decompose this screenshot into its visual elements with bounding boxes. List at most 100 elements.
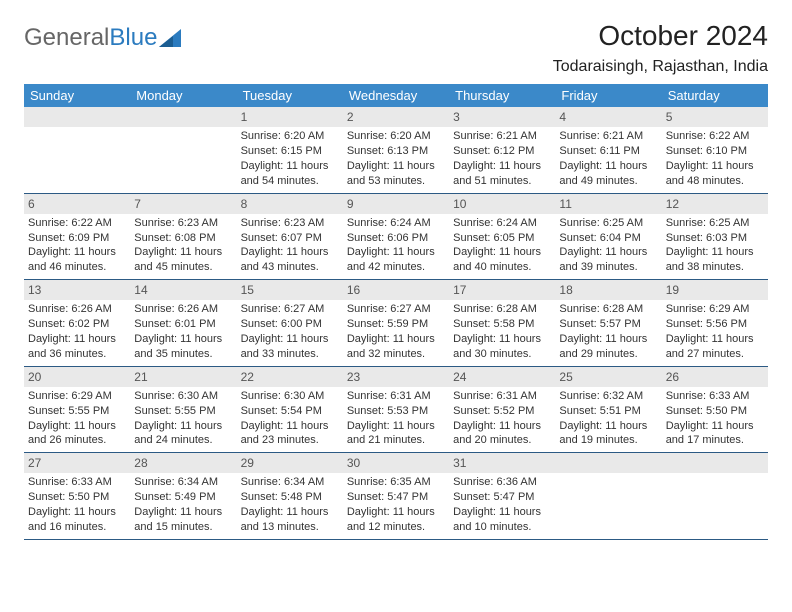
logo-triangle-icon — [159, 29, 181, 47]
cell-text-line: Sunset: 6:10 PM — [666, 144, 764, 159]
cell-text-line: Sunrise: 6:21 AM — [453, 129, 551, 144]
cell-text-line: Sunset: 6:12 PM — [453, 144, 551, 159]
day-number — [130, 107, 236, 127]
day-header: Thursday — [449, 84, 555, 107]
calendar-cell — [130, 107, 236, 193]
day-header-row: SundayMondayTuesdayWednesdayThursdayFrid… — [24, 84, 768, 107]
day-number: 23 — [343, 367, 449, 387]
calendar-cell: 7Sunrise: 6:23 AMSunset: 6:08 PMDaylight… — [130, 193, 236, 280]
calendar-cell — [662, 453, 768, 540]
calendar-cell: 18Sunrise: 6:28 AMSunset: 5:57 PMDayligh… — [555, 280, 661, 367]
cell-text-line: Daylight: 11 hours and 46 minutes. — [28, 245, 126, 275]
cell-text-line: Daylight: 11 hours and 12 minutes. — [347, 505, 445, 535]
day-number: 13 — [24, 280, 130, 300]
cell-text-line: Sunrise: 6:32 AM — [559, 389, 657, 404]
cell-text-line: Sunrise: 6:30 AM — [134, 389, 232, 404]
day-number: 26 — [662, 367, 768, 387]
day-number: 16 — [343, 280, 449, 300]
cell-text-line: Sunset: 6:04 PM — [559, 231, 657, 246]
calendar-table: SundayMondayTuesdayWednesdayThursdayFrid… — [24, 84, 768, 540]
calendar-week-row: 6Sunrise: 6:22 AMSunset: 6:09 PMDaylight… — [24, 193, 768, 280]
cell-text-line: Sunrise: 6:24 AM — [453, 216, 551, 231]
cell-text-line: Sunset: 5:59 PM — [347, 317, 445, 332]
cell-text-line: Sunset: 5:47 PM — [453, 490, 551, 505]
day-number: 22 — [237, 367, 343, 387]
cell-text-line: Daylight: 11 hours and 10 minutes. — [453, 505, 551, 535]
calendar-cell: 20Sunrise: 6:29 AMSunset: 5:55 PMDayligh… — [24, 366, 130, 453]
cell-text-line: Sunrise: 6:27 AM — [347, 302, 445, 317]
day-number: 19 — [662, 280, 768, 300]
cell-text-line: Sunset: 5:49 PM — [134, 490, 232, 505]
cell-text-line: Sunset: 6:00 PM — [241, 317, 339, 332]
calendar-cell: 21Sunrise: 6:30 AMSunset: 5:55 PMDayligh… — [130, 366, 236, 453]
day-number: 7 — [130, 194, 236, 214]
location-row: Todaraisingh, Rajasthan, India — [24, 54, 768, 84]
calendar-cell: 6Sunrise: 6:22 AMSunset: 6:09 PMDaylight… — [24, 193, 130, 280]
day-number: 17 — [449, 280, 555, 300]
day-number: 18 — [555, 280, 661, 300]
day-number: 20 — [24, 367, 130, 387]
day-number: 3 — [449, 107, 555, 127]
day-number: 4 — [555, 107, 661, 127]
calendar-head: SundayMondayTuesdayWednesdayThursdayFrid… — [24, 84, 768, 107]
cell-text-line: Daylight: 11 hours and 36 minutes. — [28, 332, 126, 362]
day-header: Wednesday — [343, 84, 449, 107]
cell-text-line: Sunset: 5:50 PM — [666, 404, 764, 419]
cell-text-line: Sunset: 5:55 PM — [134, 404, 232, 419]
day-number: 28 — [130, 453, 236, 473]
cell-text-line: Sunset: 5:47 PM — [347, 490, 445, 505]
day-header: Saturday — [662, 84, 768, 107]
calendar-cell: 11Sunrise: 6:25 AMSunset: 6:04 PMDayligh… — [555, 193, 661, 280]
calendar-cell: 29Sunrise: 6:34 AMSunset: 5:48 PMDayligh… — [237, 453, 343, 540]
cell-text-line: Sunset: 6:08 PM — [134, 231, 232, 246]
day-number: 2 — [343, 107, 449, 127]
cell-text-line: Daylight: 11 hours and 15 minutes. — [134, 505, 232, 535]
calendar-cell: 1Sunrise: 6:20 AMSunset: 6:15 PMDaylight… — [237, 107, 343, 193]
cell-text-line: Sunset: 6:09 PM — [28, 231, 126, 246]
cell-text-line: Daylight: 11 hours and 30 minutes. — [453, 332, 551, 362]
cell-text-line: Daylight: 11 hours and 20 minutes. — [453, 419, 551, 449]
calendar-cell: 25Sunrise: 6:32 AMSunset: 5:51 PMDayligh… — [555, 366, 661, 453]
cell-text-line: Sunrise: 6:22 AM — [666, 129, 764, 144]
calendar-week-row: 27Sunrise: 6:33 AMSunset: 5:50 PMDayligh… — [24, 453, 768, 540]
cell-text-line: Sunrise: 6:33 AM — [666, 389, 764, 404]
day-number — [24, 107, 130, 127]
calendar-cell: 14Sunrise: 6:26 AMSunset: 6:01 PMDayligh… — [130, 280, 236, 367]
cell-text-line: Daylight: 11 hours and 26 minutes. — [28, 419, 126, 449]
cell-text-line: Daylight: 11 hours and 40 minutes. — [453, 245, 551, 275]
cell-text-line: Sunset: 5:53 PM — [347, 404, 445, 419]
cell-text-line: Daylight: 11 hours and 48 minutes. — [666, 159, 764, 189]
cell-text-line: Sunrise: 6:22 AM — [28, 216, 126, 231]
cell-text-line: Sunset: 5:51 PM — [559, 404, 657, 419]
day-number: 25 — [555, 367, 661, 387]
day-number: 27 — [24, 453, 130, 473]
cell-text-line: Daylight: 11 hours and 21 minutes. — [347, 419, 445, 449]
cell-text-line: Daylight: 11 hours and 32 minutes. — [347, 332, 445, 362]
cell-text-line: Daylight: 11 hours and 54 minutes. — [241, 159, 339, 189]
cell-text-line: Sunrise: 6:20 AM — [347, 129, 445, 144]
calendar-cell: 24Sunrise: 6:31 AMSunset: 5:52 PMDayligh… — [449, 366, 555, 453]
calendar-cell: 12Sunrise: 6:25 AMSunset: 6:03 PMDayligh… — [662, 193, 768, 280]
cell-text-line: Daylight: 11 hours and 53 minutes. — [347, 159, 445, 189]
calendar-cell: 2Sunrise: 6:20 AMSunset: 6:13 PMDaylight… — [343, 107, 449, 193]
cell-text-line: Sunrise: 6:29 AM — [666, 302, 764, 317]
cell-text-line: Sunset: 5:50 PM — [28, 490, 126, 505]
cell-text-line: Sunset: 5:56 PM — [666, 317, 764, 332]
day-number: 30 — [343, 453, 449, 473]
cell-text-line: Daylight: 11 hours and 29 minutes. — [559, 332, 657, 362]
calendar-cell: 8Sunrise: 6:23 AMSunset: 6:07 PMDaylight… — [237, 193, 343, 280]
day-number: 12 — [662, 194, 768, 214]
cell-text-line: Daylight: 11 hours and 42 minutes. — [347, 245, 445, 275]
calendar-cell: 4Sunrise: 6:21 AMSunset: 6:11 PMDaylight… — [555, 107, 661, 193]
day-number: 10 — [449, 194, 555, 214]
cell-text-line: Sunrise: 6:30 AM — [241, 389, 339, 404]
calendar-cell: 31Sunrise: 6:36 AMSunset: 5:47 PMDayligh… — [449, 453, 555, 540]
cell-text-line: Daylight: 11 hours and 51 minutes. — [453, 159, 551, 189]
cell-text-line: Sunset: 5:55 PM — [28, 404, 126, 419]
calendar-cell: 17Sunrise: 6:28 AMSunset: 5:58 PMDayligh… — [449, 280, 555, 367]
cell-text-line: Sunrise: 6:25 AM — [666, 216, 764, 231]
cell-text-line: Sunrise: 6:20 AM — [241, 129, 339, 144]
day-header: Sunday — [24, 84, 130, 107]
cell-text-line: Sunset: 6:11 PM — [559, 144, 657, 159]
cell-text-line: Sunrise: 6:27 AM — [241, 302, 339, 317]
